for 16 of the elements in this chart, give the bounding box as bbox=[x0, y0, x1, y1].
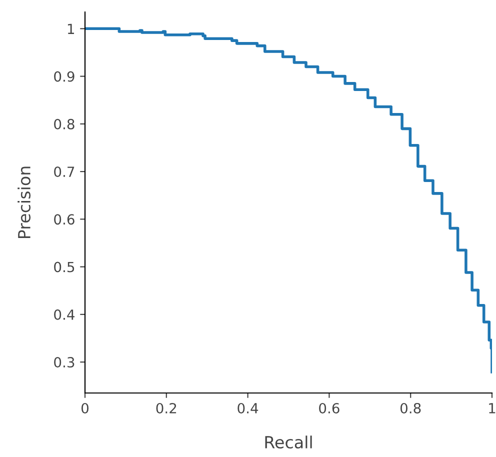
y-tick-label: 0.7 bbox=[54, 166, 74, 178]
x-axis-title: Recall bbox=[265, 436, 312, 449]
x-tick-label: 1 bbox=[489, 403, 496, 414]
y-tick-label: 0.6 bbox=[54, 214, 74, 225]
x-tick-label: 0 bbox=[81, 402, 88, 414]
x-tick-label: 0.8 bbox=[400, 402, 421, 414]
x-tick-label: 0.2 bbox=[156, 402, 176, 414]
y-tick-label: 0.5 bbox=[54, 262, 74, 272]
y-tick-label: 0.3 bbox=[54, 357, 74, 368]
y-tick-label: 1 bbox=[68, 24, 74, 34]
x-tick-label: 0.4 bbox=[238, 402, 258, 414]
x-tick-label: 0.6 bbox=[319, 402, 340, 414]
y-tick-label: 0.9 bbox=[54, 71, 74, 82]
y-tick-label: 0.8 bbox=[54, 118, 74, 130]
y-axis-title: Precision bbox=[18, 166, 31, 238]
y-tick-label: 0.4 bbox=[54, 309, 74, 320]
